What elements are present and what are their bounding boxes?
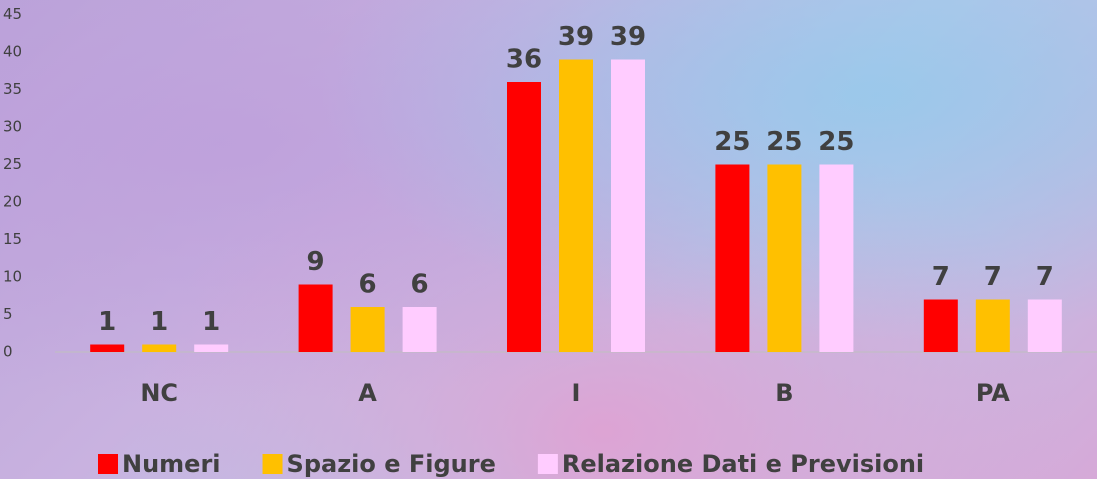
y-tick-label: 30 (3, 118, 22, 136)
data-label: 6 (359, 270, 377, 300)
data-label: 25 (818, 127, 854, 157)
bar (194, 344, 229, 352)
y-tick-label: 5 (3, 305, 13, 323)
y-tick-label: 40 (3, 43, 22, 61)
data-label: 25 (714, 127, 750, 157)
bar (350, 307, 385, 352)
legend-label: Spazio e Figure (287, 450, 496, 478)
y-tick-label: 25 (3, 155, 22, 173)
x-tick-label: NC (140, 379, 178, 407)
bar (611, 59, 645, 352)
y-tick-label: 15 (3, 230, 22, 248)
data-label: 39 (610, 22, 646, 52)
data-label: 7 (984, 262, 1002, 292)
data-label: 1 (202, 307, 220, 337)
bar (1027, 299, 1062, 352)
y-tick-label: 35 (3, 80, 22, 98)
x-tick-label: B (775, 379, 793, 407)
legend-swatch (537, 454, 558, 474)
x-tick-label: PA (976, 379, 1010, 407)
bar (923, 299, 958, 352)
bar (767, 164, 802, 352)
data-label: 1 (98, 307, 116, 337)
data-label: 25 (766, 127, 802, 157)
y-tick-label: 10 (3, 268, 22, 286)
bar (402, 307, 437, 352)
bar (715, 164, 750, 352)
y-tick-label: 0 (3, 343, 13, 361)
data-label: 7 (932, 262, 950, 292)
legend-label: Relazione Dati e Previsioni (562, 450, 924, 478)
bar (975, 299, 1010, 352)
x-tick-label: A (358, 379, 377, 407)
y-tick-label: 45 (3, 5, 22, 23)
bar (819, 164, 854, 352)
legend-label: Numeri (122, 450, 221, 478)
bar (507, 82, 541, 352)
legend-swatch (262, 454, 283, 474)
y-tick-label: 20 (3, 193, 22, 211)
data-label: 1 (150, 307, 168, 337)
data-label: 6 (411, 270, 429, 300)
bar (142, 344, 177, 352)
data-label: 39 (558, 22, 594, 52)
bar (559, 59, 593, 352)
bar (90, 344, 125, 352)
legend-swatch (98, 454, 118, 474)
bar (298, 284, 333, 352)
data-label: 9 (307, 247, 325, 277)
data-label: 7 (1036, 262, 1054, 292)
data-label: 36 (506, 45, 542, 75)
x-tick-label: I (572, 379, 581, 407)
